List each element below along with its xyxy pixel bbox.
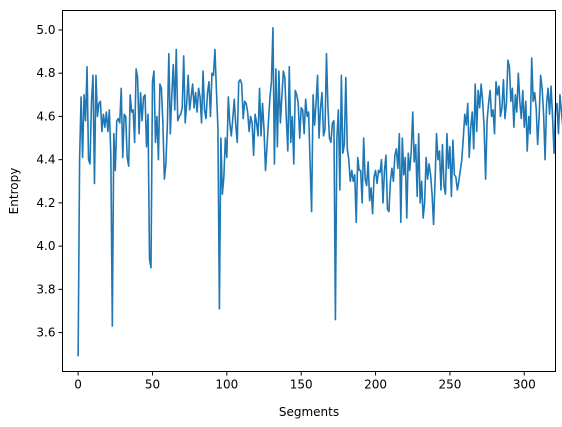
y-tick-label: 3.6 bbox=[36, 326, 55, 340]
x-tick-label: 50 bbox=[145, 378, 160, 392]
y-axis-label: Entropy bbox=[7, 168, 21, 215]
x-axis: 0 50 100 150 200 250 300 bbox=[74, 371, 536, 392]
axes-frame bbox=[62, 10, 556, 372]
x-tick-label: 0 bbox=[74, 378, 82, 392]
y-tick-label: 4.0 bbox=[36, 239, 55, 253]
y-tick-label: 4.8 bbox=[36, 66, 55, 80]
y-tick-label: 4.2 bbox=[36, 196, 55, 210]
y-tick-label: 4.6 bbox=[36, 109, 55, 123]
x-tick-label: 250 bbox=[438, 378, 461, 392]
x-axis-label: Segments bbox=[279, 405, 339, 419]
x-tick-label: 150 bbox=[290, 378, 313, 392]
entropy-series-line bbox=[77, 26, 562, 357]
y-tick-label: 3.8 bbox=[36, 282, 55, 296]
plot-area bbox=[77, 26, 562, 357]
y-tick-label: 5.0 bbox=[36, 23, 55, 37]
x-tick-label: 100 bbox=[215, 378, 238, 392]
x-tick-label: 300 bbox=[513, 378, 536, 392]
y-axis: 3.6 3.8 4.0 4.2 4.4 4.6 4.8 5.0 bbox=[36, 23, 63, 340]
y-tick-label: 4.4 bbox=[36, 153, 55, 167]
x-tick-label: 200 bbox=[364, 378, 387, 392]
